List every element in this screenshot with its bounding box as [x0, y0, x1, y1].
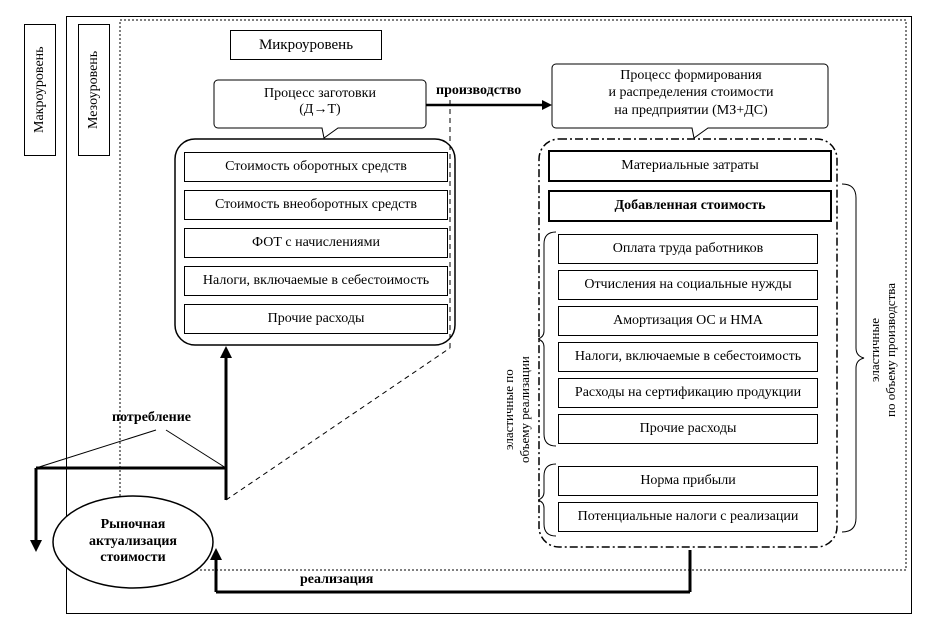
realizaciya-label: реализация	[300, 572, 373, 588]
market-ellipse-text: Рыночная актуализация стоимости	[60, 508, 206, 576]
